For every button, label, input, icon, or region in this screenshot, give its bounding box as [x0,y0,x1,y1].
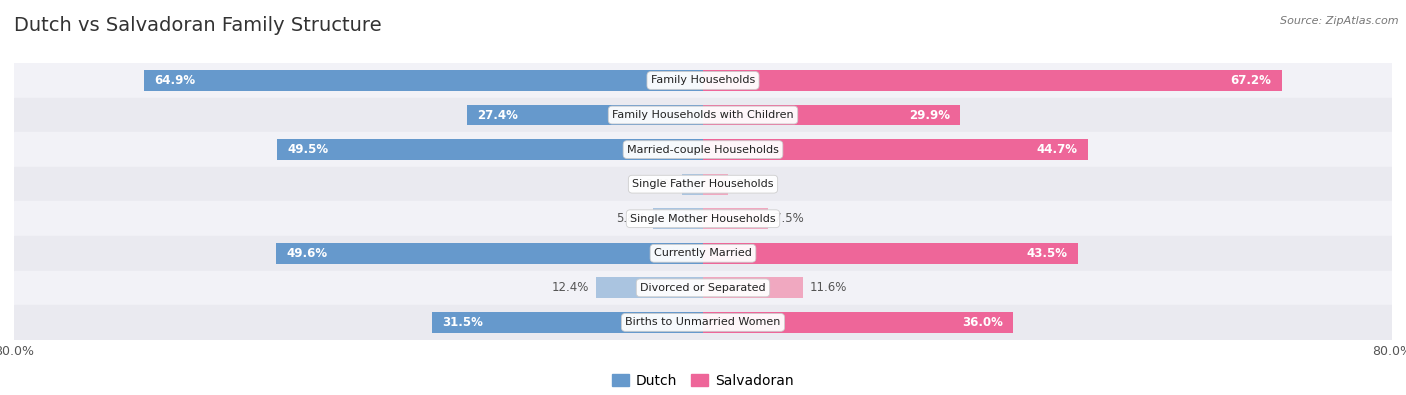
Bar [703,243,1077,264]
Bar [14,201,1392,236]
Text: 49.6%: 49.6% [287,247,328,260]
Bar [467,105,703,126]
Bar [432,312,703,333]
Text: Divorced or Separated: Divorced or Separated [640,283,766,293]
Text: Births to Unmarried Women: Births to Unmarried Women [626,318,780,327]
Bar [703,209,768,229]
Text: 11.6%: 11.6% [810,281,848,294]
Bar [682,174,703,195]
Bar [143,70,703,91]
Bar [703,105,960,126]
Bar [14,132,1392,167]
Legend: Dutch, Salvadoran: Dutch, Salvadoran [607,369,799,393]
Text: Single Mother Households: Single Mother Households [630,214,776,224]
Text: Family Households: Family Households [651,75,755,85]
Bar [14,236,1392,271]
Text: 27.4%: 27.4% [478,109,519,122]
Text: 36.0%: 36.0% [962,316,1002,329]
Text: 44.7%: 44.7% [1036,143,1077,156]
Bar [14,271,1392,305]
Text: 7.5%: 7.5% [775,212,804,225]
Bar [652,209,703,229]
Bar [14,305,1392,340]
Text: Married-couple Households: Married-couple Households [627,145,779,154]
Text: Currently Married: Currently Married [654,248,752,258]
Bar [703,139,1088,160]
Text: 49.5%: 49.5% [287,143,328,156]
Text: 43.5%: 43.5% [1026,247,1067,260]
Text: 31.5%: 31.5% [441,316,482,329]
Text: Family Households with Children: Family Households with Children [612,110,794,120]
Bar [703,70,1282,91]
Text: 64.9%: 64.9% [155,74,195,87]
Text: 2.4%: 2.4% [645,178,675,191]
Bar [703,277,803,298]
Text: Dutch vs Salvadoran Family Structure: Dutch vs Salvadoran Family Structure [14,16,381,35]
Bar [276,243,703,264]
Bar [596,277,703,298]
Text: 12.4%: 12.4% [553,281,589,294]
Bar [703,312,1012,333]
Bar [14,98,1392,132]
Bar [277,139,703,160]
Bar [14,167,1392,201]
Text: Single Father Households: Single Father Households [633,179,773,189]
Bar [14,63,1392,98]
Text: 29.9%: 29.9% [910,109,950,122]
Bar [703,174,728,195]
Text: 5.8%: 5.8% [617,212,647,225]
Text: 67.2%: 67.2% [1230,74,1271,87]
Text: 2.9%: 2.9% [735,178,765,191]
Text: Source: ZipAtlas.com: Source: ZipAtlas.com [1281,16,1399,26]
